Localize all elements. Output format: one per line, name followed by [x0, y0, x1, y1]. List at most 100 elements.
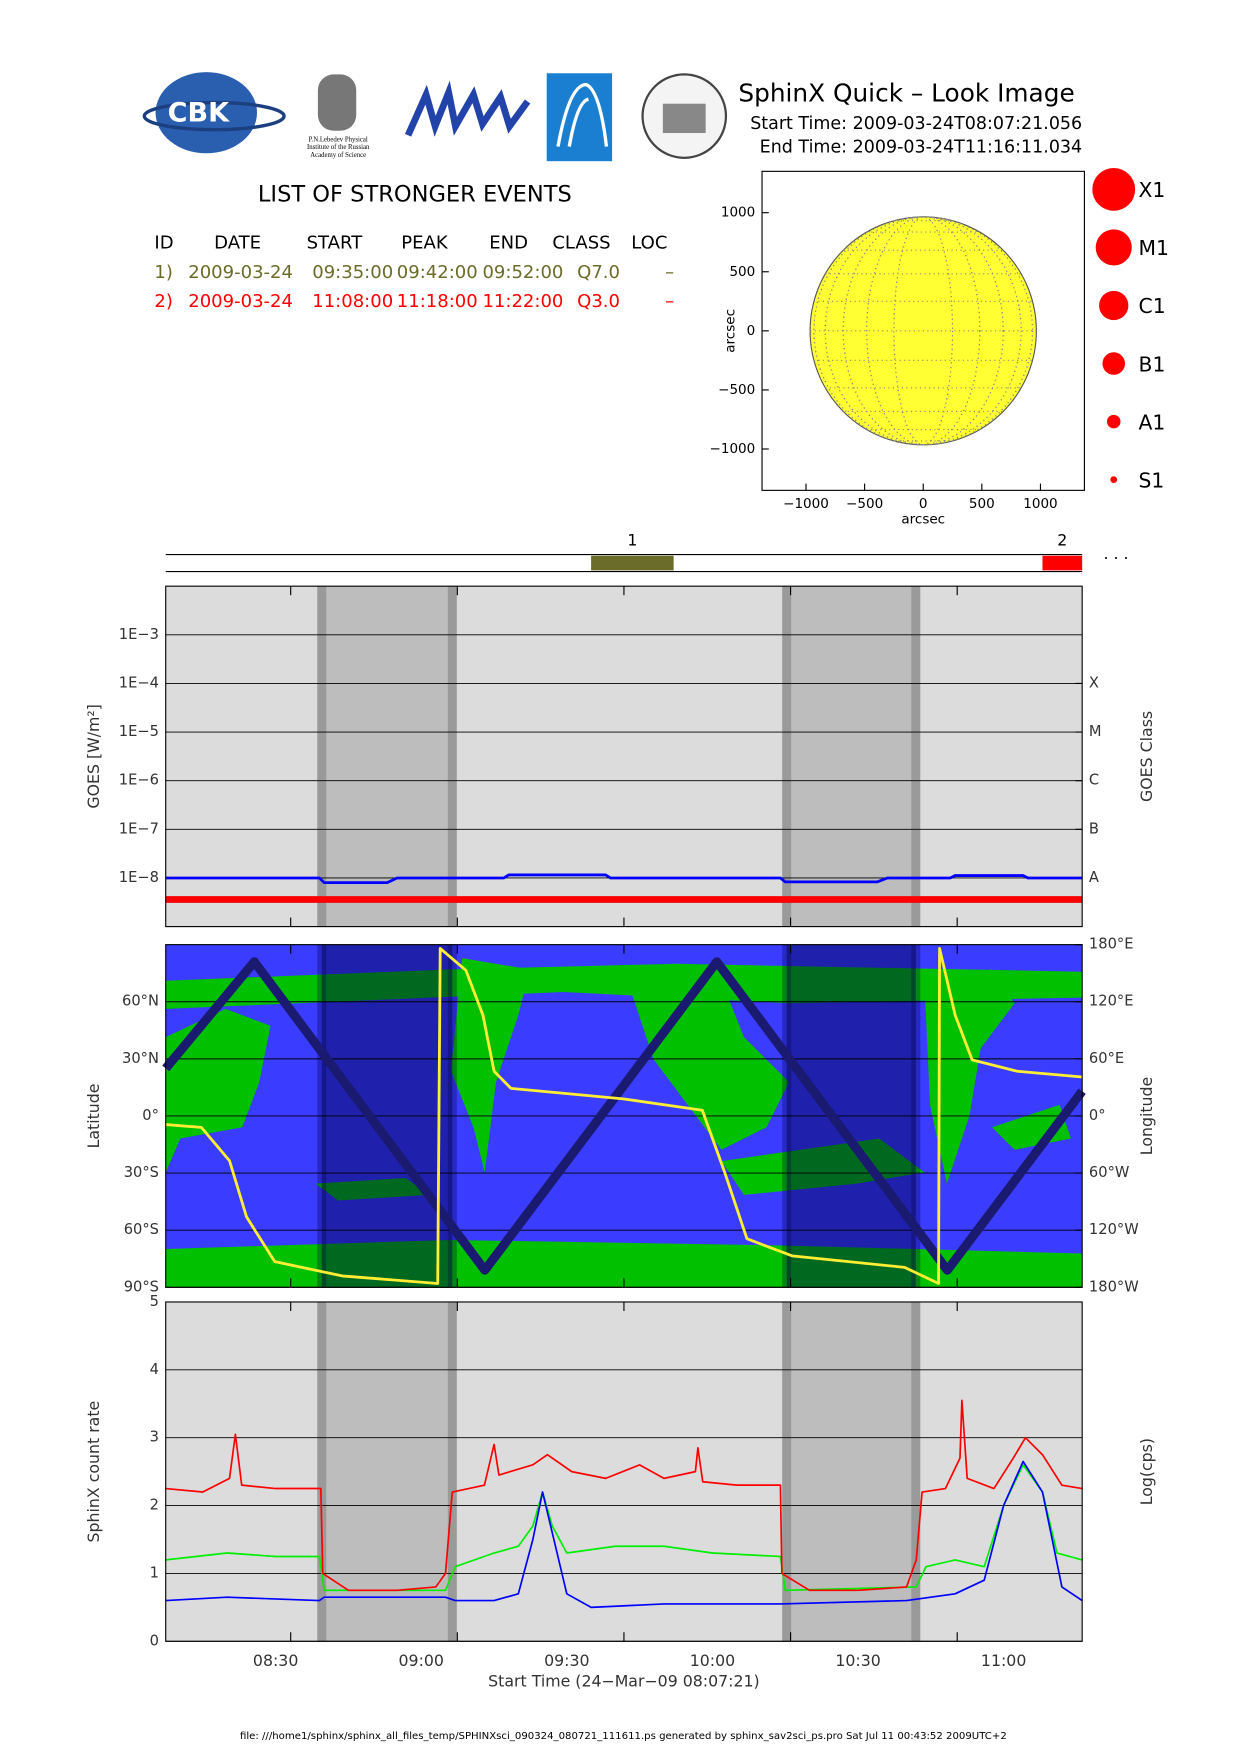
y2-tick-label: 120°E [1089, 993, 1134, 1010]
event-cell: 2009-03-24 [188, 262, 293, 283]
x-tick-label: 10:30 [835, 1651, 880, 1670]
legend-label: S1 [1139, 468, 1165, 492]
y-tick-label: 1000 [721, 205, 755, 221]
column-header: LOC [631, 232, 667, 253]
event-cell: 11:22:00 [482, 291, 563, 312]
map-land [450, 958, 530, 1173]
x-axis-label: arcsec [901, 512, 945, 528]
y-tick-label: 1E−4 [119, 674, 159, 691]
x-tick-label: 09:00 [399, 1651, 444, 1670]
x-tick-label: −500 [846, 496, 883, 512]
event-more: . . . [1103, 544, 1128, 563]
y-axis-label: Latitude [84, 1084, 103, 1149]
plot-frame [165, 585, 1083, 928]
shaded-interval [321, 1301, 453, 1642]
y-tick-label: 30°N [122, 1050, 159, 1067]
event-cell: 11:18:00 [397, 291, 478, 312]
portrait [317, 74, 357, 131]
y2-tick-label: 120°W [1089, 1221, 1139, 1238]
disk-grid [842, 216, 1004, 446]
plot-frame [165, 944, 1083, 1288]
map-land [924, 969, 1015, 1184]
disk-grid [824, 216, 1022, 446]
legend-label: B1 [1139, 352, 1166, 376]
logo-caption: P.N.Lebedev Physical [309, 136, 368, 143]
y-tick-label: 3 [150, 1429, 159, 1446]
series-line [165, 873, 1083, 885]
column-header: CLASS [552, 232, 610, 253]
disk-grid [813, 216, 1034, 446]
y-tick-label: 0 [747, 323, 756, 339]
y-tick-label: 1E−8 [119, 869, 159, 886]
seal-building [662, 103, 706, 134]
cbk-text: CBK [168, 97, 230, 128]
x-tick-label: 08:30 [253, 1651, 298, 1670]
legend-symbol [1106, 414, 1121, 429]
y2-tick-label: C [1089, 772, 1099, 789]
y2-axis-label: Log(cps) [1137, 1438, 1156, 1505]
y2-tick-label: 180°E [1089, 936, 1134, 953]
legend-symbol [1092, 167, 1136, 211]
event-cell: 09:35:00 [312, 262, 393, 283]
legend-symbol [1110, 476, 1118, 484]
column-header: DATE [214, 232, 261, 253]
y-tick-label: 60°S [124, 1221, 159, 1238]
shaded-edge [782, 586, 792, 927]
y2-tick-label: 60°E [1089, 1050, 1124, 1067]
legend-symbol [1102, 352, 1126, 375]
event-cell: 2009-03-24 [188, 291, 293, 312]
series-line [162, 957, 1086, 1275]
legend-label: A1 [1139, 410, 1166, 434]
y2-axis-label: Longitude [1137, 1077, 1156, 1155]
shaded-edge [447, 1301, 457, 1642]
x-tick-label: 09:30 [544, 1651, 589, 1670]
y-axis-label: arcsec [722, 309, 738, 353]
plot-background [165, 586, 1083, 927]
legend-label: X1 [1139, 178, 1166, 202]
series-line [165, 1460, 1083, 1609]
x-axis-label: Start Time (24−Mar−09 08:07:21) [488, 1671, 760, 1690]
y2-tick-label: 180°W [1089, 1278, 1139, 1295]
cbk-logo [155, 72, 258, 154]
y-tick-label: 1E−6 [119, 772, 159, 789]
y-tick-label: 2 [150, 1497, 159, 1514]
y-tick-label: 0° [142, 1107, 159, 1124]
event-cell: – [665, 291, 674, 312]
shaded-interval [786, 586, 916, 927]
x-tick-label: 1000 [1023, 496, 1057, 512]
column-header: START [307, 232, 364, 253]
y-axis-label: GOES [W/m²] [84, 704, 103, 809]
milan-logo [404, 80, 531, 137]
y2-tick-label: A [1089, 869, 1099, 886]
event-cell: Q3.0 [577, 291, 620, 312]
y2-tick-label: 60°W [1089, 1164, 1129, 1181]
column-header: END [489, 232, 528, 253]
shaded-interval [786, 1301, 916, 1642]
x-tick-label: 0 [919, 496, 928, 512]
map-land [315, 1177, 429, 1201]
shaded-edge [317, 1301, 327, 1642]
plot-frame [165, 1301, 1083, 1642]
y-tick-label: −1000 [710, 441, 756, 457]
x-tick-label: 500 [969, 496, 995, 512]
shaded-interval [321, 586, 453, 927]
header-title: SphinX Quick – Look Image [738, 79, 1074, 108]
map-land [165, 1239, 1083, 1288]
y-tick-label: 500 [729, 264, 755, 280]
map-land [165, 1008, 271, 1173]
x-tick-label: 10:00 [690, 1651, 735, 1670]
disk-grid [866, 216, 981, 446]
y2-tick-label: 0° [1089, 1107, 1106, 1124]
y-tick-label: −500 [718, 382, 755, 398]
shaded-edge [911, 1301, 921, 1642]
logo-arcs [556, 82, 609, 147]
y-tick-label: 0 [150, 1632, 159, 1649]
event-bar [591, 555, 674, 571]
map-land [721, 1138, 925, 1195]
y2-tick-label: M [1089, 723, 1102, 740]
event-cell: 09:42:00 [397, 262, 478, 283]
legend-label: M1 [1139, 236, 1169, 260]
event-label: 2 [1057, 531, 1067, 550]
y2-axis-label: GOES Class [1137, 711, 1156, 802]
